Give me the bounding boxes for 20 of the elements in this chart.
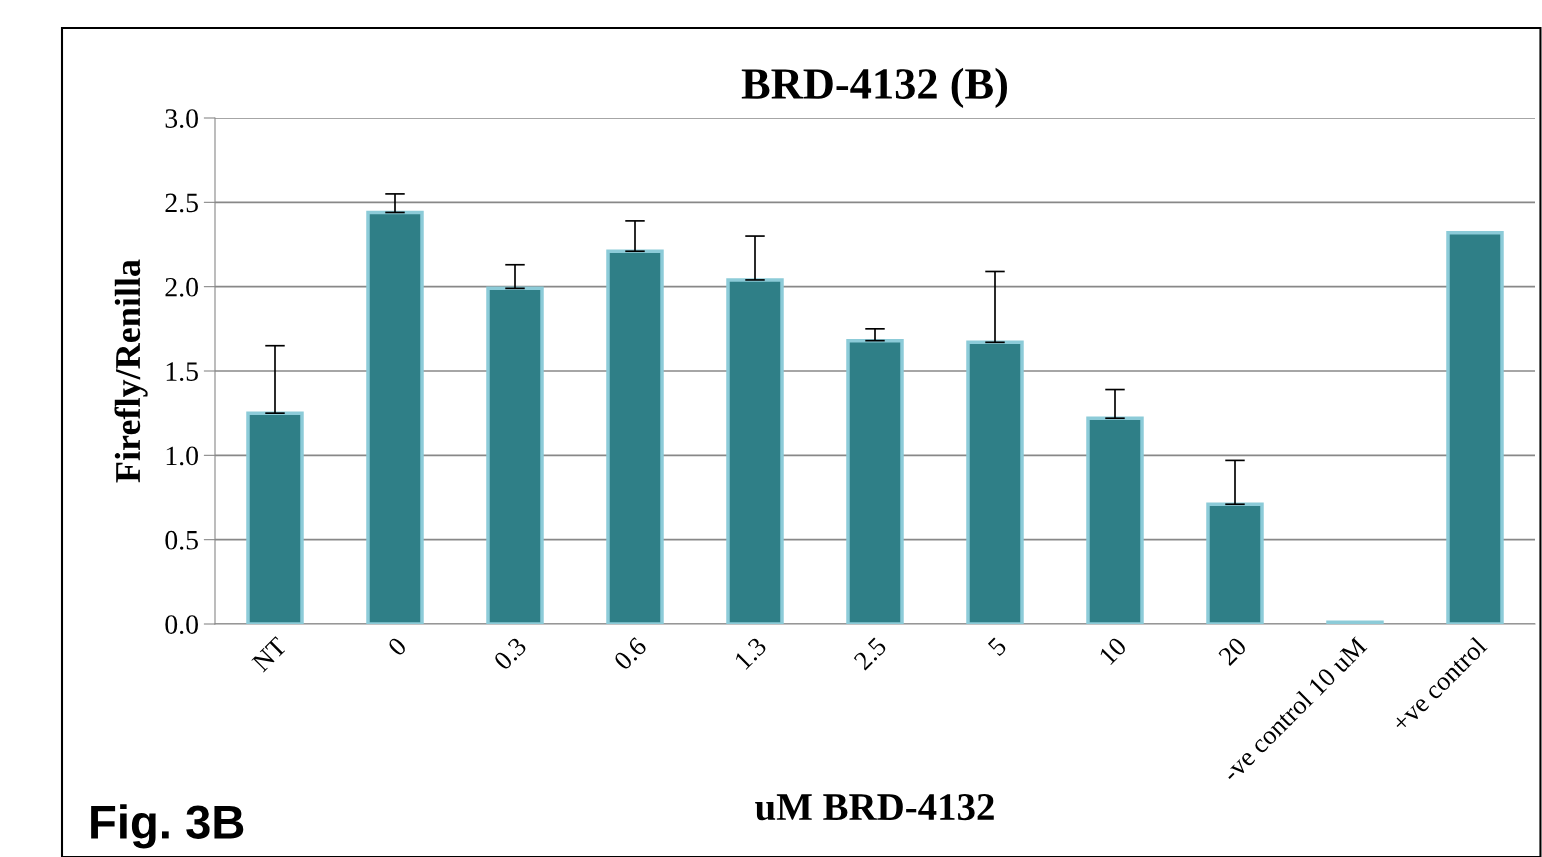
y-tick-label: 0.5 — [165, 530, 198, 550]
x-tick-label: 2.5 — [853, 636, 888, 671]
caption: Fig. 3B — [91, 804, 244, 849]
x-tick-label: 0 — [386, 636, 408, 657]
x-axis-title: uM BRD-4132 — [755, 794, 994, 821]
y-axis-title: Firefly/Renilla — [114, 259, 148, 483]
y-tick-label: 1.0 — [166, 446, 198, 466]
y-tick-label: 3.0 — [165, 109, 198, 129]
x-tick-label: 20 — [1217, 636, 1248, 667]
chart-title: BRD-4132 (B) — [741, 67, 1007, 109]
y-tick-label: 2.5 — [165, 193, 198, 213]
y-tick-label: 1.5 — [166, 362, 198, 382]
x-tick-label: 5 — [987, 636, 1008, 657]
x-tick-label: 1.3 — [733, 636, 768, 671]
y-tick-label: 0.0 — [165, 615, 198, 635]
y-tick-label: 2.0 — [165, 277, 198, 297]
x-tick-label: 0.6 — [612, 636, 648, 671]
x-tick-label: NT — [251, 636, 288, 673]
x-tick-label: 0.3 — [492, 636, 528, 671]
x-tick-label: 10 — [1098, 636, 1128, 666]
